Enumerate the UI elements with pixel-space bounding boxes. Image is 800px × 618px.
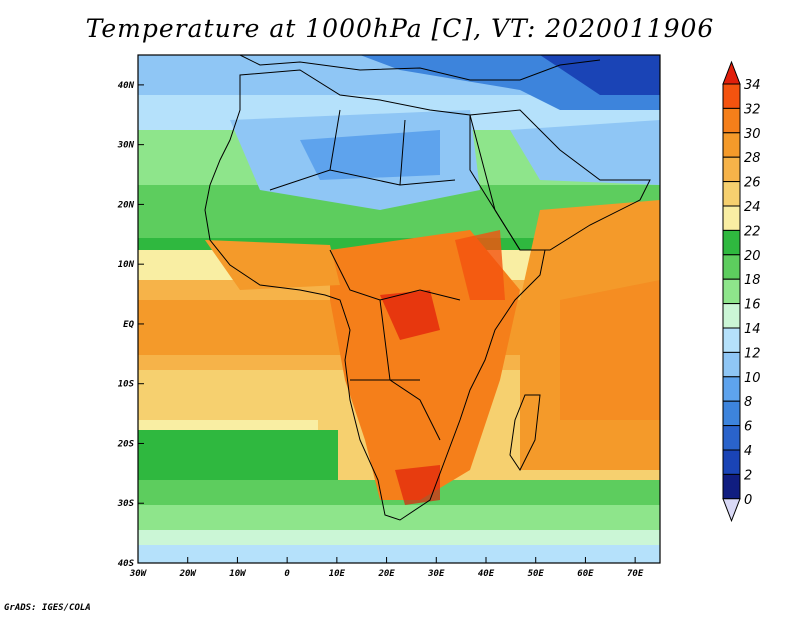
- coastlines: [204, 55, 651, 521]
- madagascar-coastline: [509, 394, 541, 471]
- colorbar-segment: [722, 254, 741, 280]
- lon-tick-label: 0: [284, 569, 290, 579]
- lon-tick-label: 30E: [427, 569, 445, 579]
- colorbar-segment: [722, 303, 741, 329]
- colorbar-label: 26: [744, 176, 761, 191]
- lon-tick-label: 10E: [329, 569, 346, 579]
- lat-tick-label: 10S: [118, 380, 135, 390]
- colorbar-label: 22: [744, 224, 761, 239]
- colorbar-segment: [722, 351, 741, 378]
- ethiopia-hot: [455, 230, 505, 300]
- lat-tick-label: 10N: [118, 260, 135, 270]
- colorbar-segment: [722, 205, 741, 231]
- lon-tick-label: 70E: [627, 569, 644, 579]
- colorbar-segment: [722, 132, 741, 158]
- colorbar-label: 24: [744, 200, 761, 215]
- africa-coastline: [204, 69, 546, 521]
- colorbar-segment: [722, 156, 741, 183]
- lon-tick-label: 20E: [377, 569, 395, 579]
- europe-coastline: [239, 55, 601, 81]
- arabia-cool: [510, 120, 660, 185]
- map-frame: [137, 54, 661, 564]
- lat-tick-label: 40N: [118, 81, 135, 91]
- lat-tick-label: 40S: [118, 559, 135, 569]
- colorbar-segment: [722, 181, 741, 207]
- colorbar-label: 14: [744, 322, 761, 337]
- interior-borders: [269, 109, 461, 441]
- colorbar-segment: [722, 107, 741, 134]
- colorbar-label: 30: [744, 127, 761, 142]
- lon-tick-label: 40E: [478, 569, 495, 579]
- colorbar-label: 0: [744, 493, 752, 508]
- colorbar-segment: [722, 278, 741, 305]
- indian-ocean-30: [560, 280, 660, 420]
- colorbar-segment: [722, 376, 741, 402]
- band-south-atlantic-20: [138, 430, 338, 480]
- lat-tick-label: 20S: [117, 439, 135, 449]
- colorbar-label: 32: [744, 102, 761, 117]
- lon-tick-label: 60E: [577, 569, 594, 579]
- colorbar-label: 6: [744, 420, 752, 435]
- colorbar-label: 4: [744, 444, 752, 459]
- colorbar-label: 18: [744, 273, 761, 288]
- axis-ticks: 30W 20W 10W 0 10E 20E 30E 40E 50E 60E 70E 40N 30N 20N…: [117, 81, 644, 579]
- south-africa-hot: [395, 465, 440, 505]
- colorbar-label: 28: [744, 151, 761, 166]
- map-title: Temperature at 1000hPa [C], VT: 20200119…: [85, 14, 715, 43]
- colorbar-segment: [722, 83, 741, 109]
- lon-tick-label: 30W: [129, 569, 148, 579]
- colorbar-label: 8: [744, 395, 752, 410]
- north-very-cold: [540, 55, 660, 95]
- colorbar-label: 10: [744, 371, 761, 386]
- colorbar-top-arrow: [722, 60, 741, 85]
- lat-tick-label: 30S: [117, 499, 135, 509]
- colorbar-segment: [722, 425, 741, 451]
- lat-tick-label: 20N: [117, 200, 135, 210]
- colorbar-label: 2: [744, 468, 752, 483]
- colorbar-segment: [722, 327, 741, 353]
- colorbar-label: 16: [744, 298, 761, 313]
- lat-tick-label: 30N: [117, 141, 135, 151]
- lat-tick-label: EQ: [123, 320, 134, 330]
- colorbar-segment: [722, 449, 741, 475]
- arabia-coastline: [469, 109, 651, 251]
- colorbar-label: 12: [744, 346, 761, 361]
- lon-tick-label: 10W: [229, 569, 247, 579]
- lon-tick-label: 20W: [179, 569, 198, 579]
- colorbar-bottom-arrow: [722, 498, 741, 523]
- west-africa-warm: [205, 240, 340, 290]
- credit-text: GrADS: IGES/COLA: [4, 603, 91, 613]
- temperature-field: [138, 55, 660, 563]
- colorbar-label: 34: [744, 78, 761, 93]
- congo-hot: [380, 290, 440, 340]
- colorbar-segment: [722, 473, 741, 500]
- colorbar-segment: [722, 400, 741, 427]
- band-south-12: [138, 545, 660, 563]
- lon-tick-label: 50E: [528, 569, 545, 579]
- colorbar-label: 20: [744, 249, 761, 264]
- colorbar-segment: [722, 229, 741, 256]
